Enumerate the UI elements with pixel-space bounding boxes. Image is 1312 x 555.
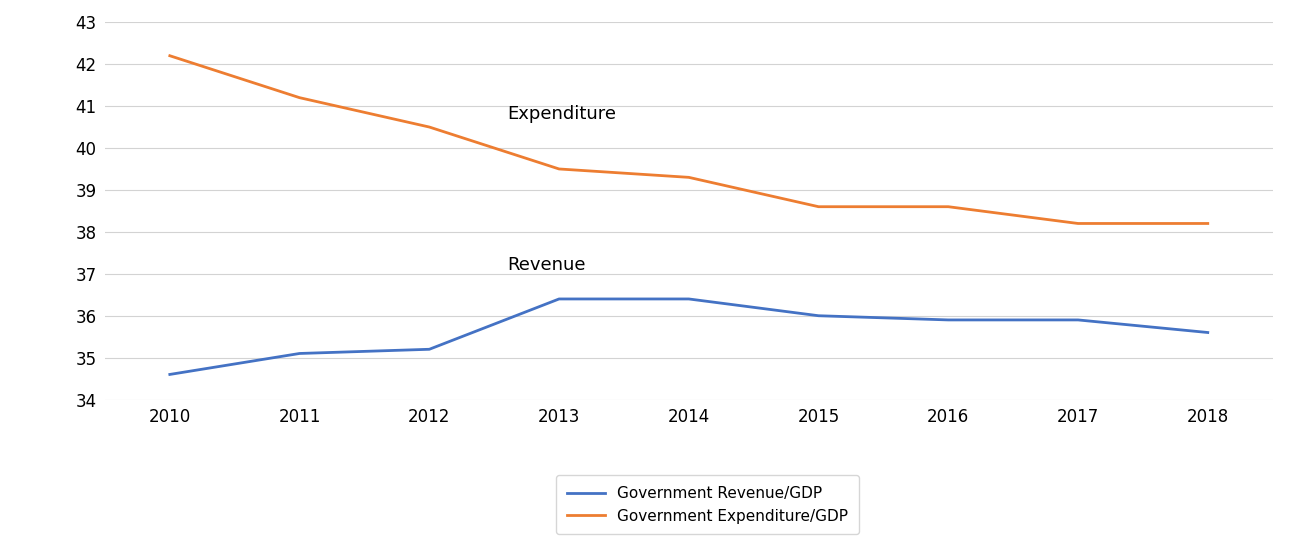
Text: Revenue: Revenue — [508, 256, 585, 274]
Text: Expenditure: Expenditure — [508, 105, 617, 123]
Legend: Government Revenue/GDP, Government Expenditure/GDP: Government Revenue/GDP, Government Expen… — [556, 475, 859, 534]
